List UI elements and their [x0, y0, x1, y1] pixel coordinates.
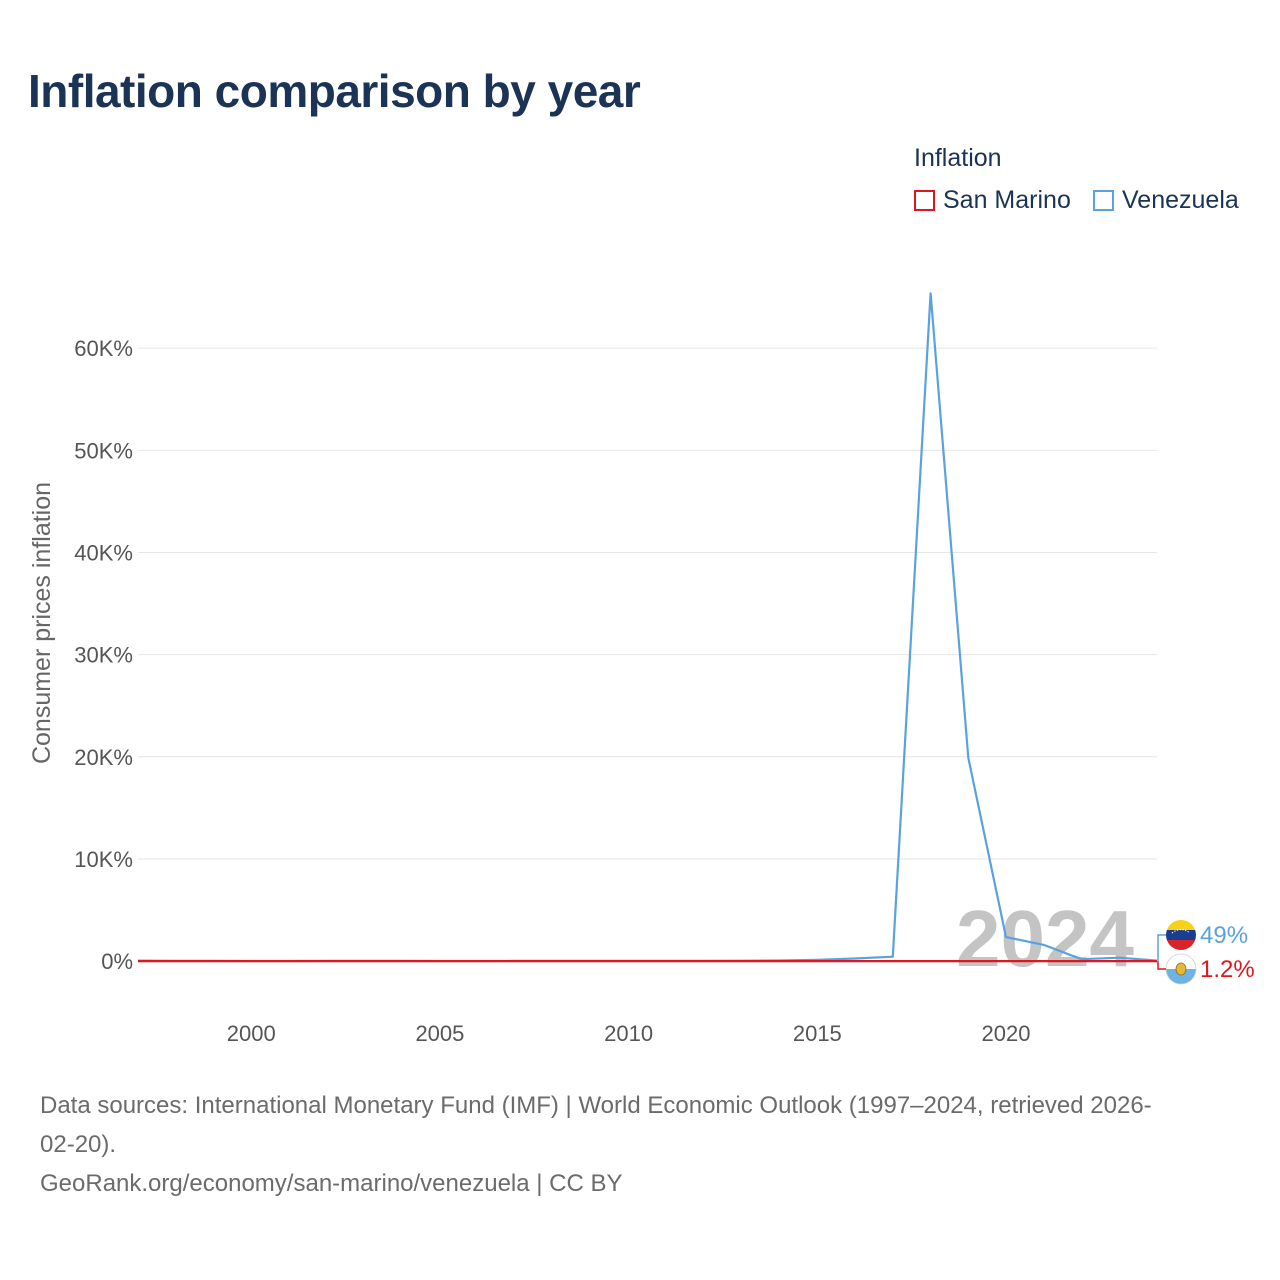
y-tick-label: 50K% — [74, 438, 133, 463]
series-line-venezuela[interactable] — [137, 292, 1158, 963]
end-label-bracket — [1157, 934, 1166, 962]
legend-swatch-san-marino — [914, 190, 935, 211]
line-chart: 0%10K%20K%30K%40K%50K%60K% 2000 2005 2010 2… — [28, 292, 1255, 1046]
flag-venezuela-icon — [1166, 920, 1196, 950]
legend-label-venezuela: Venezuela — [1122, 186, 1239, 214]
y-tick-label: 0% — [101, 949, 133, 974]
x-tick-label: 2015 — [793, 1021, 842, 1046]
grid-layer — [138, 347, 1157, 962]
y-tick-label: 30K% — [74, 643, 133, 668]
legend-item-venezuela[interactable]: Venezuela — [1093, 186, 1239, 215]
x-tick-label: 2020 — [982, 1021, 1031, 1046]
y-tick-labels: 0% 10K% 20K% 30K% 40K% 50K% 60K% — [74, 336, 133, 974]
flag-san-marino-icon — [1165, 953, 1197, 985]
chart-title: Inflation comparison by year — [28, 65, 641, 117]
legend-item-san-marino[interactable]: San Marino — [914, 186, 1071, 215]
legend-title: Inflation — [914, 144, 1002, 172]
legend-swatch-venezuela — [1093, 190, 1114, 211]
end-labels: 49% 1.2% — [1157, 920, 1255, 985]
footer-source-line-1: Data sources: International Monetary Fun… — [40, 1092, 1152, 1119]
footer-attribution: GeoRank.org/economy/san-marino/venezuela… — [40, 1170, 623, 1197]
y-tick-label: 40K% — [74, 540, 133, 565]
legend-label-san-marino: San Marino — [943, 186, 1071, 214]
end-label-san-marino: 1.2% — [1200, 956, 1255, 983]
x-tick-label: 2000 — [227, 1021, 276, 1046]
y-tick-label: 60K% — [74, 336, 133, 361]
end-label-bracket — [1157, 961, 1166, 970]
x-tick-labels: 2000 2005 2010 2015 2020 — [227, 1021, 1031, 1046]
y-tick-label: 10K% — [74, 847, 133, 872]
year-watermark: 2024 — [956, 894, 1134, 983]
y-tick-label: 20K% — [74, 745, 133, 770]
x-tick-label: 2005 — [415, 1021, 464, 1046]
end-label-venezuela: 49% — [1200, 922, 1248, 949]
footer-source-line-2: 02-20). — [40, 1131, 117, 1158]
y-axis-label: Consumer prices inflation — [28, 482, 56, 764]
series-layer — [137, 292, 1158, 963]
x-tick-label: 2010 — [604, 1021, 653, 1046]
